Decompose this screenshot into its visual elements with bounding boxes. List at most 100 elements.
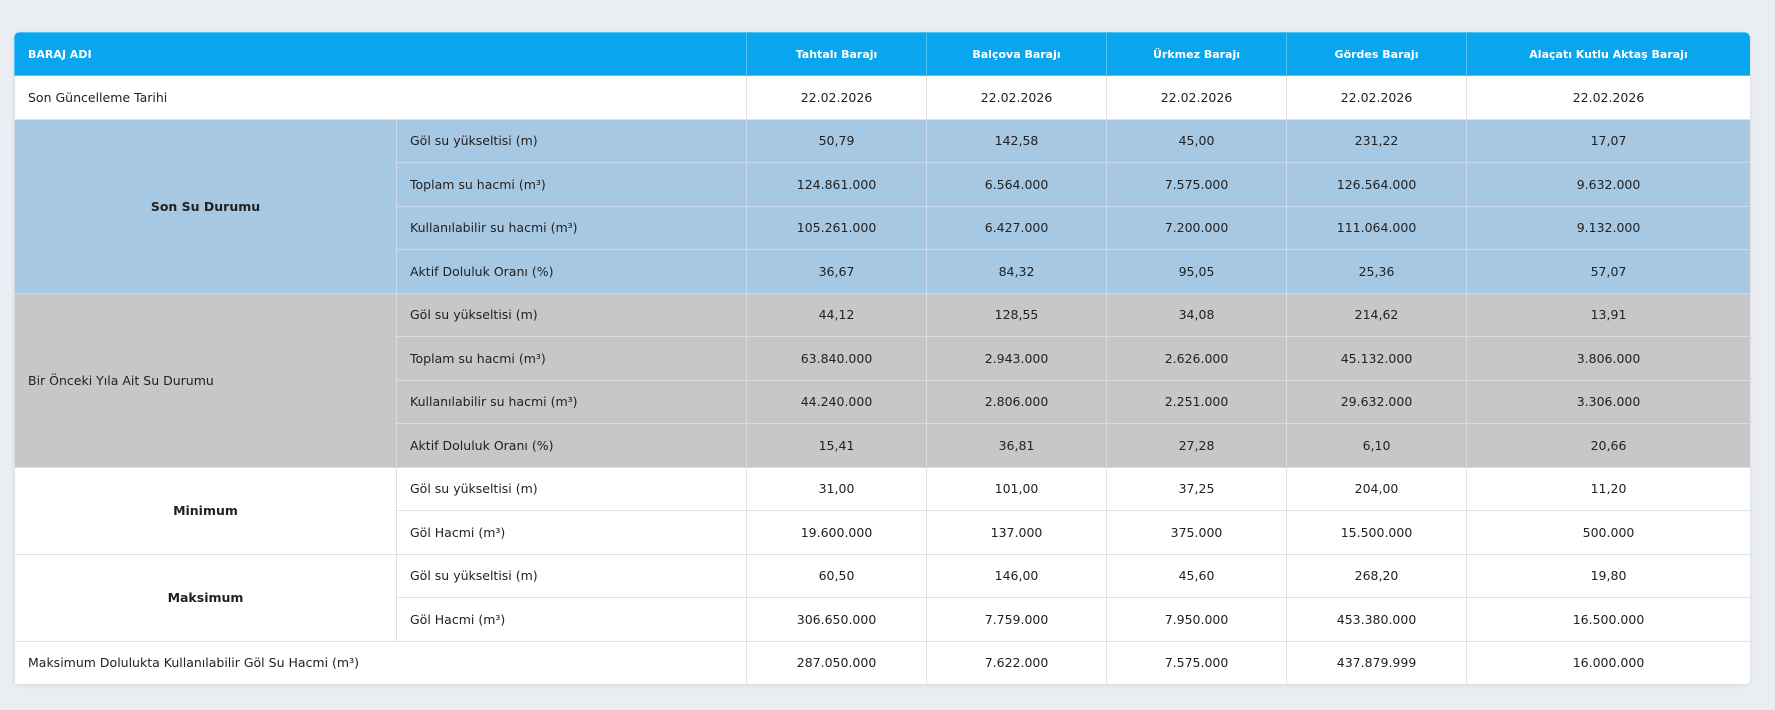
table-cell: 22.02.2026 — [1466, 75, 1750, 120]
dam-status-table: BARAJ ADI Tahtalı Barajı Balçova Barajı … — [14, 32, 1750, 685]
row-label: Toplam su hacmi (m³) — [395, 336, 748, 381]
dam-table-card: BARAJ ADI Tahtalı Barajı Balçova Barajı … — [14, 32, 1750, 685]
row-label: Kullanılabilir su hacmi (m³) — [395, 379, 748, 424]
table-cell: 6.427.000 — [926, 205, 1108, 250]
row-label: Göl su yükseltisi (m) — [395, 466, 748, 511]
table-cell: 3.806.000 — [1466, 336, 1750, 381]
table-cell: 16.500.000 — [1466, 597, 1750, 642]
table-cell: 95,05 — [1106, 249, 1288, 294]
table-cell: 13,91 — [1466, 292, 1750, 337]
group-bir-onceki-yil: Bir Önceki Yıla Ait Su Durumu — [14, 292, 397, 468]
table-cell: 25,36 — [1286, 249, 1468, 294]
table-cell: 27,28 — [1106, 423, 1288, 468]
table-cell: 453.380.000 — [1286, 597, 1468, 642]
row-label: Göl Hacmi (m³) — [395, 597, 748, 642]
group-maksimum: Maksimum — [14, 553, 397, 642]
table-cell: 437.879.999 — [1286, 640, 1468, 685]
max-usable-volume-row: Maksimum Dolulukta Kullanılabilir Göl Su… — [14, 640, 1750, 685]
table-cell: 22.02.2026 — [926, 75, 1108, 120]
table-cell: 44,12 — [746, 292, 928, 337]
table-cell: 142,58 — [926, 118, 1108, 163]
table-row: Bir Önceki Yıla Ait Su Durumu Göl su yük… — [14, 292, 1750, 468]
table-cell: 214,62 — [1286, 292, 1468, 337]
table-cell: 137.000 — [926, 510, 1108, 555]
table-row: Maksimum Göl su yükseltisi (m) 60,50 146… — [14, 553, 1750, 642]
group-minimum: Minimum — [14, 466, 397, 555]
table-cell: 7.200.000 — [1106, 205, 1288, 250]
table-cell: 22.02.2026 — [1106, 75, 1288, 120]
table-cell: 3.306.000 — [1466, 379, 1750, 424]
table-cell: 60,50 — [746, 553, 928, 598]
table-cell: 2.626.000 — [1106, 336, 1288, 381]
table-cell: 204,00 — [1286, 466, 1468, 511]
table-cell: 45.132.000 — [1286, 336, 1468, 381]
row-label: Maksimum Dolulukta Kullanılabilir Göl Su… — [14, 640, 748, 685]
table-cell: 19,80 — [1466, 553, 1750, 598]
table-cell: 231,22 — [1286, 118, 1468, 163]
table-row: Son Su Durumu Göl su yükseltisi (m) 50,7… — [14, 118, 1750, 294]
table-row: Kullanılabilir su hacmi (m³) 105.261.000… — [15, 205, 1750, 250]
table-cell: 6.564.000 — [926, 162, 1108, 207]
row-label: Aktif Doluluk Oranı (%) — [395, 249, 748, 294]
table-cell: 19.600.000 — [746, 510, 928, 555]
table-cell: 7.575.000 — [1106, 640, 1288, 685]
table-row: Toplam su hacmi (m³) 124.861.000 6.564.0… — [15, 162, 1750, 207]
row-label: Göl Hacmi (m³) — [395, 510, 748, 555]
table-cell: 63.840.000 — [746, 336, 928, 381]
row-label: Göl su yükseltisi (m) — [395, 292, 748, 337]
row-label: Göl su yükseltisi (m) — [395, 118, 748, 163]
table-cell: 375.000 — [1106, 510, 1288, 555]
header-dam-gordes: Gördes Barajı — [1286, 32, 1468, 76]
table-cell: 20,66 — [1466, 423, 1750, 468]
table-cell: 50,79 — [746, 118, 928, 163]
header-dam-urkmez: Ürkmez Barajı — [1106, 32, 1288, 76]
row-label: Son Güncelleme Tarihi — [14, 75, 748, 120]
table-cell: 7.622.000 — [926, 640, 1108, 685]
table-cell: 124.861.000 — [746, 162, 928, 207]
row-label: Göl su yükseltisi (m) — [395, 553, 748, 598]
header-dam-alacati: Alaçatı Kutlu Aktaş Barajı — [1466, 32, 1750, 76]
table-cell: 45,00 — [1106, 118, 1288, 163]
table-cell: 128,55 — [926, 292, 1108, 337]
table-cell: 2.943.000 — [926, 336, 1108, 381]
table-cell: 111.064.000 — [1286, 205, 1468, 250]
table-cell: 22.02.2026 — [1286, 75, 1468, 120]
table-cell: 500.000 — [1466, 510, 1750, 555]
row-label: Aktif Doluluk Oranı (%) — [395, 423, 748, 468]
table-cell: 37,25 — [1106, 466, 1288, 511]
table-cell: 17,07 — [1466, 118, 1750, 163]
group-son-su-durumu: Son Su Durumu — [14, 118, 397, 294]
update-date-row: Son Güncelleme Tarihi 22.02.2026 22.02.2… — [14, 75, 1750, 120]
table-cell: 2.251.000 — [1106, 379, 1288, 424]
table-cell: 57,07 — [1466, 249, 1750, 294]
table-cell: 2.806.000 — [926, 379, 1108, 424]
table-row: Toplam su hacmi (m³) 63.840.000 2.943.00… — [15, 336, 1750, 381]
table-cell: 36,81 — [926, 423, 1108, 468]
table-cell: 146,00 — [926, 553, 1108, 598]
table-cell: 7.950.000 — [1106, 597, 1288, 642]
table-cell: 29.632.000 — [1286, 379, 1468, 424]
table-cell: 15.500.000 — [1286, 510, 1468, 555]
table-row: Aktif Doluluk Oranı (%) 36,67 84,32 95,0… — [15, 249, 1750, 294]
table-cell: 34,08 — [1106, 292, 1288, 337]
table-row: Aktif Doluluk Oranı (%) 15,41 36,81 27,2… — [15, 423, 1750, 468]
table-cell: 22.02.2026 — [746, 75, 928, 120]
header-dam-balcova: Balçova Barajı — [926, 32, 1108, 76]
table-cell: 84,32 — [926, 249, 1108, 294]
table-cell: 101,00 — [926, 466, 1108, 511]
table-cell: 36,67 — [746, 249, 928, 294]
table-cell: 44.240.000 — [746, 379, 928, 424]
table-cell: 7.575.000 — [1106, 162, 1288, 207]
table-header-row: BARAJ ADI Tahtalı Barajı Balçova Barajı … — [14, 32, 1750, 76]
table-row: Kullanılabilir su hacmi (m³) 44.240.000 … — [15, 379, 1750, 424]
header-dam-tahtali: Tahtalı Barajı — [746, 32, 928, 76]
table-cell: 11,20 — [1466, 466, 1750, 511]
table-cell: 31,00 — [746, 466, 928, 511]
table-row: Göl Hacmi (m³) 19.600.000 137.000 375.00… — [15, 510, 1750, 555]
table-cell: 9.132.000 — [1466, 205, 1750, 250]
table-cell: 105.261.000 — [746, 205, 928, 250]
table-cell: 306.650.000 — [746, 597, 928, 642]
table-cell: 268,20 — [1286, 553, 1468, 598]
row-label: Toplam su hacmi (m³) — [395, 162, 748, 207]
table-cell: 45,60 — [1106, 553, 1288, 598]
